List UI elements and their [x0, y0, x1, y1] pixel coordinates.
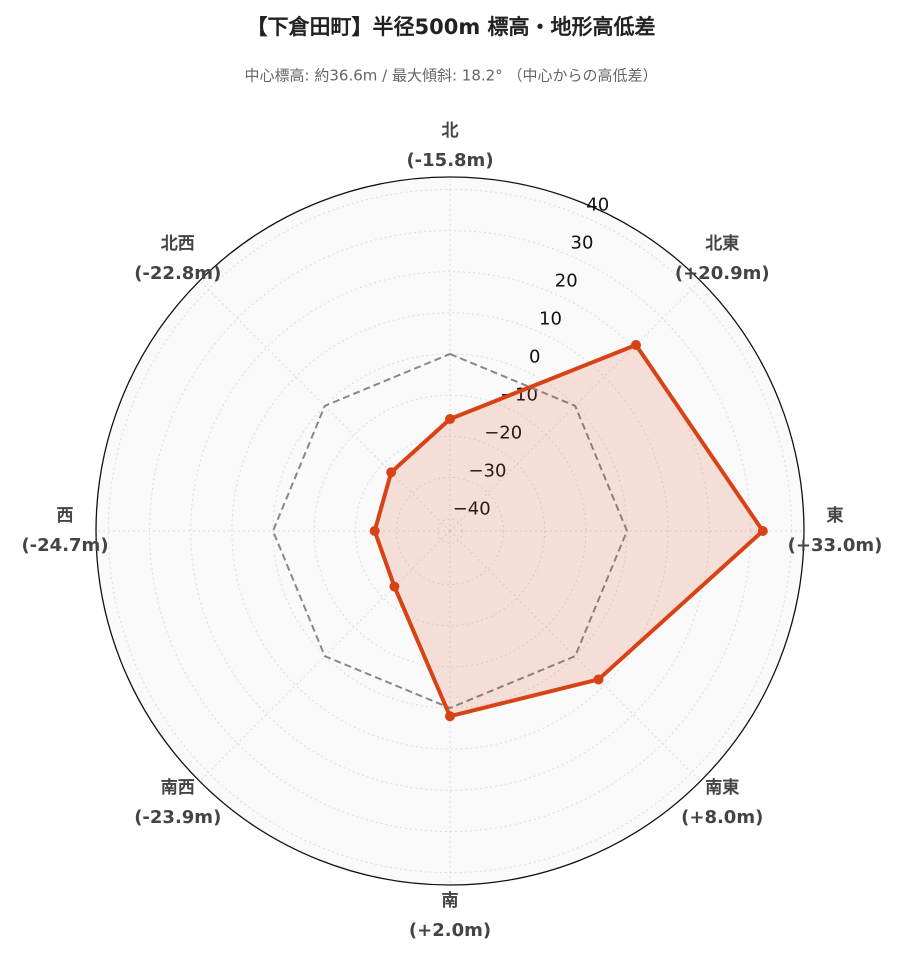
- category-label: 南: [442, 890, 459, 911]
- y-tick-label: −30: [468, 461, 506, 482]
- grid-circle: [149, 230, 751, 832]
- spoke: [449, 530, 701, 782]
- grid-circle: [395, 476, 505, 586]
- grid-circle: [107, 188, 793, 874]
- y-tick-label: 0: [529, 346, 540, 367]
- data-point: [386, 467, 397, 478]
- y-tick-label: −40: [453, 499, 491, 520]
- category-label: 南東: [705, 777, 739, 798]
- chart-title: 【下倉田町】半径500m 標高・地形高低差: [246, 15, 655, 39]
- y-tick-label: 30: [571, 232, 594, 253]
- data-point: [757, 526, 768, 536]
- data-point: [593, 674, 604, 685]
- value-label: (+2.0m): [409, 920, 491, 941]
- category-label: 南西: [161, 777, 195, 798]
- category-label: 北東: [705, 233, 739, 254]
- y-tick-label: −20: [484, 423, 522, 444]
- reference-line: [271, 352, 629, 710]
- data-point: [389, 581, 400, 592]
- grid-circle: [190, 271, 710, 791]
- y-tick-label: 40: [586, 194, 609, 215]
- data-point: [369, 526, 380, 536]
- grid-circle: [354, 435, 546, 627]
- data-point: [445, 414, 455, 425]
- value-label: (-24.7m): [21, 535, 108, 556]
- data-point: [630, 340, 641, 351]
- grid-circle: [231, 312, 669, 750]
- grid-circle: [437, 518, 463, 544]
- data-point: [445, 711, 455, 722]
- value-label: (-23.9m): [134, 807, 221, 828]
- chart-subtitle: 中心標高: 約36.6m / 最大傾斜: 18.2° （中心からの高低差）: [245, 67, 658, 85]
- value-label: (-15.8m): [406, 150, 493, 171]
- category-label: 北: [442, 121, 459, 141]
- y-tick-label: 20: [555, 270, 578, 291]
- category-label: 東: [827, 505, 844, 526]
- category-label: 北西: [161, 234, 195, 254]
- value-label: (-22.8m): [134, 263, 221, 284]
- value-label: (+8.0m): [681, 807, 763, 828]
- grid-circle: [313, 394, 587, 668]
- y-tick-label: 10: [539, 308, 562, 329]
- value-label: (+33.0m): [788, 535, 883, 556]
- category-label: 西: [57, 506, 74, 526]
- plot-border: [95, 176, 805, 886]
- value-label: (+20.9m): [675, 263, 770, 284]
